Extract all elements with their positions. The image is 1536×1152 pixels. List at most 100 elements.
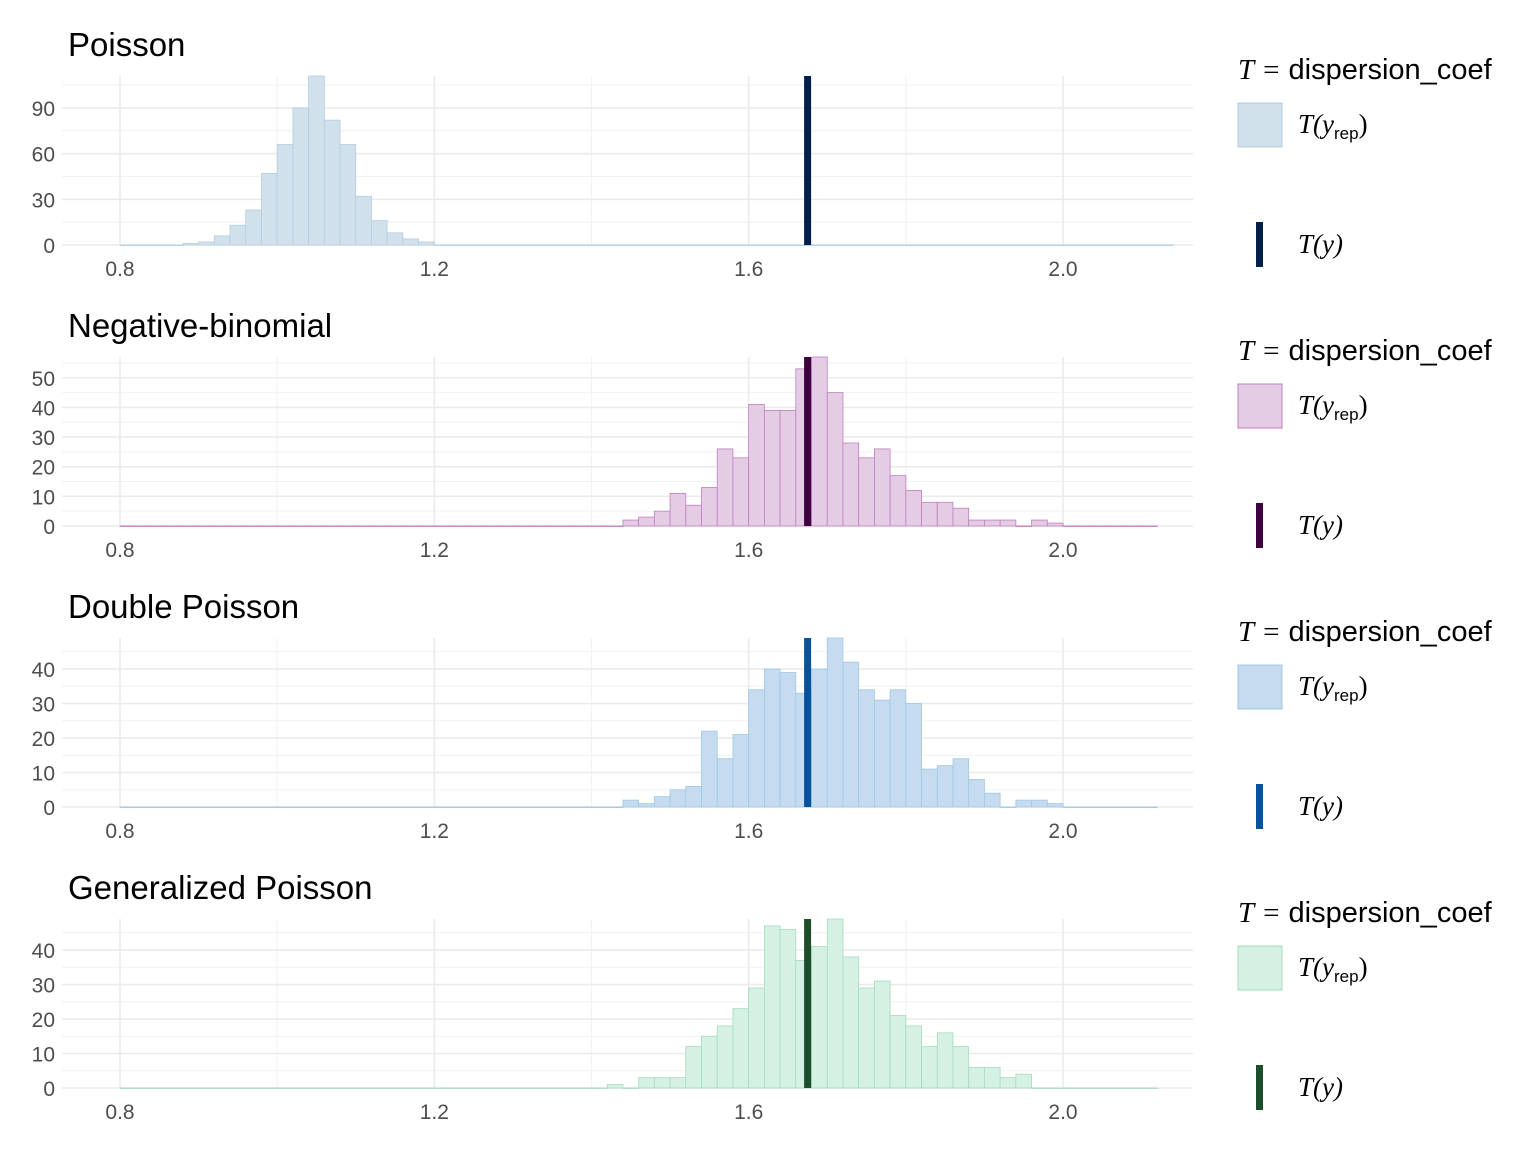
- histogram-bar: [1141, 244, 1158, 246]
- histogram-bar: [716, 448, 734, 527]
- histogram-bar: [685, 1046, 702, 1089]
- histogram-bar: [528, 806, 545, 808]
- histogram-bar: [952, 244, 970, 246]
- histogram-bar: [889, 244, 907, 246]
- histogram-bar: [653, 510, 671, 527]
- histogram-bar: [905, 244, 922, 246]
- histogram-bar: [449, 244, 467, 246]
- histogram-bar: [135, 244, 152, 246]
- histogram-bar: [276, 144, 294, 246]
- y-tick-label: 0: [43, 516, 55, 539]
- histogram-bar: [685, 504, 702, 527]
- histogram-bar: [323, 119, 341, 246]
- histogram-bar: [182, 243, 199, 246]
- x-tick-label: 0.8: [105, 539, 134, 562]
- histogram-bar: [1109, 806, 1127, 808]
- histogram-bar: [1156, 244, 1174, 246]
- histogram-bar: [984, 244, 1001, 246]
- histogram-bar: [276, 525, 294, 527]
- legend-label-observed: T(y): [1298, 510, 1343, 540]
- histogram-bar: [1015, 244, 1032, 246]
- histogram-bar: [135, 806, 152, 808]
- histogram-bar: [386, 525, 404, 527]
- histogram-bar: [1141, 1087, 1158, 1089]
- histogram-bar: [1031, 1087, 1048, 1089]
- histogram-bar: [276, 1087, 294, 1089]
- histogram-bar: [999, 1077, 1017, 1089]
- histogram-bar: [763, 244, 781, 246]
- x-tick-label: 2.0: [1048, 258, 1077, 281]
- histogram-bar: [984, 792, 1001, 808]
- histogram-bar: [1062, 1087, 1080, 1089]
- panel-1: Negative-binomial 0 10 20 30 40 50 0.8 1.2 1.6 2.0…: [32, 307, 1493, 562]
- histogram-bar: [229, 525, 247, 527]
- legend-title: T = dispersion_coef: [1238, 897, 1493, 929]
- legend-rep-close: ): [1359, 390, 1368, 420]
- histogram-bar: [874, 699, 891, 808]
- histogram-bar: [716, 1025, 734, 1089]
- histogram-bar: [638, 516, 655, 527]
- histogram-bar: [213, 235, 231, 246]
- histogram-bar: [371, 220, 388, 246]
- histogram-bar: [701, 1035, 718, 1089]
- histogram-bar: [936, 244, 954, 246]
- histogram-bar: [481, 244, 498, 246]
- histogram-bar: [1094, 244, 1111, 246]
- histogram-bar: [748, 987, 765, 1089]
- histogram-bar: [653, 796, 671, 808]
- histogram-bar: [119, 806, 137, 808]
- histogram-bar: [386, 1087, 404, 1089]
- histogram-bar: [763, 668, 781, 808]
- histogram-bar: [433, 244, 451, 246]
- histogram-bar: [371, 525, 388, 527]
- histogram-bar: [1062, 806, 1080, 808]
- legend-label-rep: T(yrep): [1298, 109, 1368, 143]
- histogram-bar: [308, 1087, 325, 1089]
- histogram-bar: [308, 525, 325, 527]
- legend-rep-main: T(y: [1298, 671, 1334, 701]
- legend-title: T = dispersion_coef: [1238, 616, 1493, 648]
- legend-key-rep: [1237, 664, 1283, 710]
- histogram-bar: [811, 946, 828, 1089]
- histogram-bar: [198, 806, 215, 808]
- legend-title-text: dispersion_coef: [1289, 335, 1493, 367]
- histogram-bar: [496, 525, 514, 527]
- legend-label-observed: T(y): [1298, 791, 1343, 821]
- histogram-bar: [575, 806, 592, 808]
- histogram-bar: [984, 519, 1001, 527]
- histogram-bar: [261, 806, 278, 808]
- y-tick-label: 10: [32, 1044, 55, 1067]
- histogram-bar: [1078, 1087, 1095, 1089]
- histogram-bar: [261, 1087, 278, 1089]
- histogram-bar: [811, 668, 828, 808]
- y-tick-label: 20: [32, 728, 55, 751]
- histogram-bar: [732, 734, 750, 808]
- histogram-bar: [512, 525, 530, 527]
- x-tick-label: 1.2: [420, 1101, 449, 1124]
- panel-title: Negative-binomial: [68, 307, 332, 344]
- histogram-bar: [166, 525, 184, 527]
- histogram-bar: [465, 1087, 482, 1089]
- histogram-bar: [449, 806, 467, 808]
- y-tick-label: 10: [32, 763, 55, 786]
- histogram-bar: [151, 244, 168, 246]
- histogram-bar: [465, 244, 482, 246]
- histogram-bar: [1125, 244, 1142, 246]
- y-tick-label: 30: [32, 189, 55, 212]
- histogram-bar: [1125, 1087, 1142, 1089]
- histogram-bar: [166, 806, 184, 808]
- histogram-bar: [779, 409, 797, 527]
- histogram-bar: [1015, 799, 1032, 808]
- histogram-bar: [826, 918, 844, 1089]
- observed-line: [804, 919, 812, 1088]
- histogram-bar: [418, 1087, 435, 1089]
- histogram-bar: [512, 1087, 530, 1089]
- legend-title-eq: =: [1263, 54, 1279, 86]
- histogram-bar: [245, 525, 262, 527]
- histogram-bar: [622, 1087, 640, 1089]
- legend-label-rep: T(yrep): [1298, 952, 1368, 986]
- histogram-bar: [779, 244, 797, 246]
- histogram-bar: [701, 244, 718, 246]
